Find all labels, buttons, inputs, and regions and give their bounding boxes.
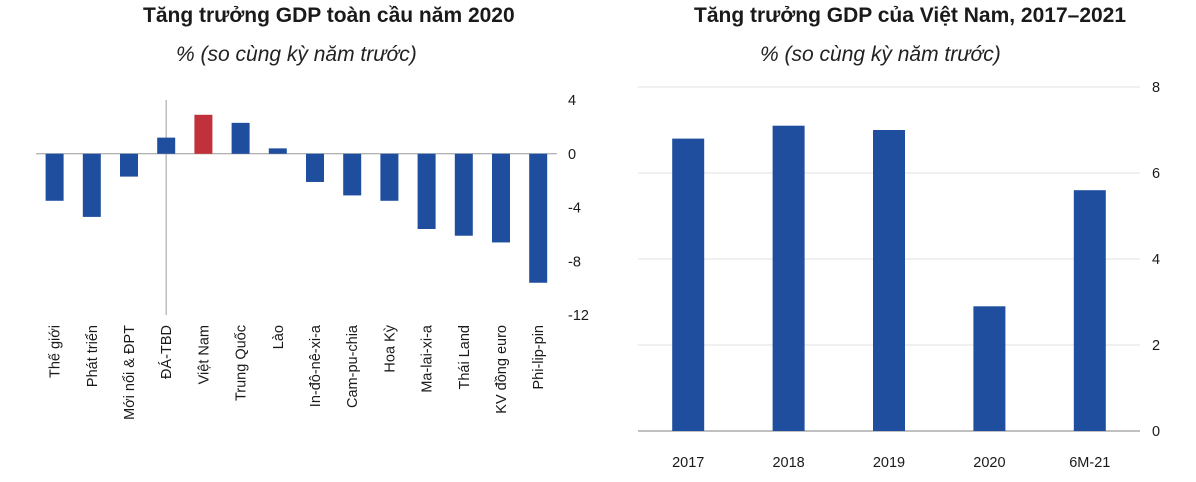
y-tick-label: 4 bbox=[1152, 252, 1160, 268]
bar bbox=[194, 114, 213, 154]
bar bbox=[45, 153, 64, 201]
vietnam-gdp-bar-chart: 2017 2018 2019 2020 6M-21 0 2 4 6 8 bbox=[638, 80, 1160, 471]
category-label: 6M-21 bbox=[1069, 455, 1110, 471]
chart-subtitle: % (so cùng kỳ năm trước) bbox=[176, 43, 417, 66]
category-label: 2019 bbox=[873, 455, 905, 471]
bar bbox=[306, 153, 324, 182]
category-label: Trung Quốc bbox=[234, 325, 250, 401]
chart-title: Tăng trưởng GDP toàn cầu năm 2020 bbox=[143, 4, 515, 27]
bar bbox=[268, 148, 287, 154]
chart-title: Tăng trưởng GDP của Việt Nam, 2017–2021 bbox=[694, 4, 1127, 27]
bar bbox=[492, 153, 510, 243]
category-label: Lào bbox=[271, 325, 287, 349]
bar bbox=[873, 130, 905, 431]
category-label: 2017 bbox=[672, 455, 704, 471]
category-label: KV đồng euro bbox=[494, 325, 510, 414]
bar bbox=[380, 153, 399, 201]
category-label: ĐÁ-TBD bbox=[158, 325, 175, 379]
bar bbox=[772, 125, 805, 431]
category-label: Phát triển bbox=[85, 325, 101, 387]
bar bbox=[417, 153, 436, 229]
bar bbox=[82, 153, 101, 217]
bar bbox=[1073, 190, 1106, 431]
category-label: Cam-pu-chia bbox=[345, 324, 361, 408]
y-tick-label: 0 bbox=[1152, 424, 1160, 440]
y-tick-label: 4 bbox=[568, 93, 576, 109]
bar bbox=[120, 153, 138, 177]
bar bbox=[231, 122, 250, 154]
y-tick-label: -12 bbox=[568, 308, 589, 324]
y-tick-label: 8 bbox=[1152, 80, 1160, 96]
y-tick-label: -4 bbox=[568, 201, 581, 217]
bar bbox=[343, 153, 362, 196]
category-label: In-đô-nê-xi-a bbox=[308, 324, 324, 407]
vietnam-gdp-chart-panel: Tăng trưởng GDP của Việt Nam, 2017–2021 … bbox=[600, 0, 1196, 482]
bar bbox=[973, 306, 1006, 431]
bar bbox=[454, 153, 473, 236]
bar bbox=[672, 138, 705, 431]
bar bbox=[157, 137, 176, 154]
y-tick-label: 2 bbox=[1152, 338, 1160, 354]
category-label: 2020 bbox=[973, 455, 1005, 471]
global-gdp-bar-chart: Thế giới Phát triển Mới nổi & ĐPT ĐÁ-TBD Việ… bbox=[36, 93, 589, 420]
category-label: Thế giới bbox=[48, 325, 64, 378]
bar bbox=[529, 153, 548, 283]
chart-subtitle: % (so cùng kỳ năm trước) bbox=[760, 43, 1001, 66]
y-tick-label: 6 bbox=[1152, 166, 1160, 182]
category-label: Hoa Kỳ bbox=[382, 324, 398, 372]
category-label: Việt Nam bbox=[196, 325, 212, 384]
category-label: Phi-lip-pin bbox=[531, 325, 547, 389]
category-label: 2018 bbox=[772, 455, 804, 471]
global-gdp-chart-panel: Tăng trưởng GDP toàn cầu năm 2020 % (so … bbox=[36, 4, 589, 420]
category-label: Mới nổi & ĐPT bbox=[122, 325, 138, 420]
y-tick-label: -8 bbox=[568, 254, 581, 270]
y-tick-label: 0 bbox=[568, 147, 576, 163]
category-label: Ma-lai-xi-a bbox=[420, 324, 436, 393]
category-label: Thái Land bbox=[457, 325, 473, 390]
